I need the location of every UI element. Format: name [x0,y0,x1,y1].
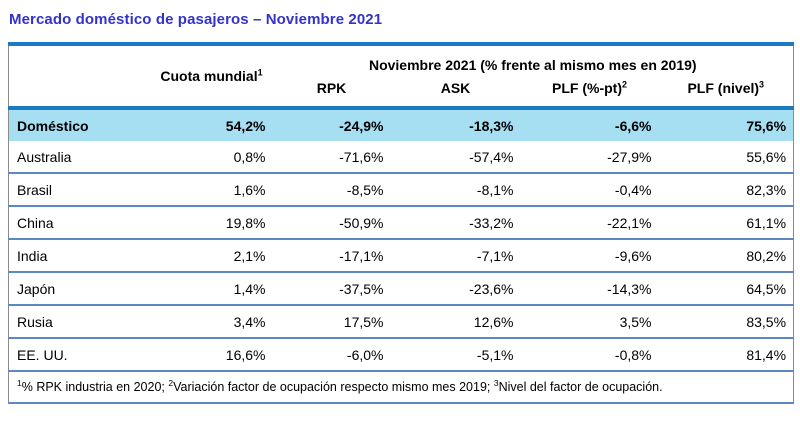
group-header-noviembre-2021: Noviembre 2021 (% frente al mismo mes en… [368,57,697,73]
cell-ask: -18,3% [390,108,521,141]
row-label: China [8,205,151,239]
cell-plf-pt: -0,8% [520,337,659,371]
row-label: Rusia [8,304,151,338]
row-label: EE. UU. [8,337,151,371]
cell-plf-pt: -0,4% [520,172,659,206]
cell-cuota: 0,8% [150,141,273,173]
cuota-header-superscript: 1 [257,67,263,78]
column-header-rpk: RPK [272,74,391,110]
cell-ask: 12,6% [390,304,521,338]
cell-rpk: -6,0% [272,337,391,371]
table-header: Cuota mundial1 Noviembre 2021 (% frente … [8,44,794,110]
row-label: India [8,238,151,272]
table-body: Doméstico 54,2% -24,9% -18,3% -6,6% 75,6… [8,108,794,371]
cell-cuota: 1,4% [150,271,273,305]
cell-plf-nivel: 81,4% [658,337,794,371]
table-row-rusia: Rusia 3,4% 17,5% 12,6% 3,5% 83,5% [8,304,794,338]
row-label: Doméstico [8,108,151,141]
footnote-row: 1% RPK industria en 2020; 2Variación fac… [8,370,794,403]
table-footer: 1% RPK industria en 2020; 2Variación fac… [8,370,794,403]
cell-plf-pt: -14,3% [520,271,659,305]
cell-plf-nivel: 64,5% [658,271,794,305]
cell-ask: -7,1% [390,238,521,272]
footnote-superscript-2: 2 [168,377,174,388]
footnote-text-2: Variación factor de ocupación respecto m… [173,380,494,394]
cell-plf-nivel: 82,3% [658,172,794,206]
cell-plf-pt: -22,1% [520,205,659,239]
cell-rpk: -24,9% [272,108,391,141]
cell-plf-nivel: 80,2% [658,238,794,272]
footnote-text-3: Nivel del factor de ocupación. [498,380,663,394]
cell-rpk: -17,1% [272,238,391,272]
cell-cuota: 19,8% [150,205,273,239]
column-header-plf-nivel: PLF (nivel)3 [658,74,794,110]
cell-plf-pt: -9,6% [520,238,659,272]
footnote-superscript-1: 1 [17,377,22,388]
cell-ask: -33,2% [390,205,521,239]
cell-rpk: 17,5% [272,304,391,338]
table-row-india: India 2,1% -17,1% -7,1% -9,6% 80,2% [8,238,794,272]
table-row-eeuu: EE. UU. 16,6% -6,0% -5,1% -0,8% 81,4% [8,337,794,371]
cell-ask: -8,1% [390,172,521,206]
cell-rpk: -8,5% [272,172,391,206]
table-row-japon: Japón 1,4% -37,5% -23,6% -14,3% 64,5% [8,271,794,305]
table-row-china: China 19,8% -50,9% -33,2% -22,1% 61,1% [8,205,794,239]
cell-plf-pt: -27,9% [520,141,659,173]
page-title: Mercado doméstico de pasajeros – Noviemb… [9,11,383,28]
footnote-text-1: % RPK industria en 2020; [21,380,169,394]
corner-cell [8,44,151,110]
row-label: Japón [8,271,151,305]
cell-cuota: 16,6% [150,337,273,371]
cell-cuota: 2,1% [150,238,273,272]
row-label: Australia [8,141,151,173]
row-label: Brasil [8,172,151,206]
table-row-domestico: Doméstico 54,2% -24,9% -18,3% -6,6% 75,6… [8,108,794,141]
cell-plf-pt: 3,5% [520,304,659,338]
cuota-header-label: Cuota mundial [160,68,258,84]
cell-plf-nivel: 75,6% [658,108,794,141]
cell-plf-nivel: 61,1% [658,205,794,239]
cell-rpk: -71,6% [272,141,391,173]
column-header-ask: ASK [390,74,521,110]
cell-ask: -23,6% [390,271,521,305]
cell-ask: -5,1% [390,337,521,371]
column-header-plf-pt: PLF (%-pt)2 [520,74,659,110]
table-row-australia: Australia 0,8% -71,6% -57,4% -27,9% 55,6… [8,141,794,173]
domestic-passenger-market-table: Cuota mundial1 Noviembre 2021 (% frente … [8,42,795,404]
report-page: Mercado doméstico de pasajeros – Noviemb… [8,11,795,404]
cell-cuota: 3,4% [150,304,273,338]
cell-cuota: 54,2% [150,108,273,141]
footnote: 1% RPK industria en 2020; 2Variación fac… [8,370,794,403]
cell-plf-nivel: 83,5% [658,304,794,338]
column-header-cuota-mundial: Cuota mundial1 [150,44,273,110]
cell-plf-pt: -6,6% [520,108,659,141]
cell-rpk: -50,9% [272,205,391,239]
table-row-brasil: Brasil 1,6% -8,5% -8,1% -0,4% 82,3% [8,172,794,206]
cell-cuota: 1,6% [150,172,273,206]
footnote-superscript-3: 3 [493,377,499,388]
cell-plf-nivel: 55,6% [658,141,794,173]
cell-ask: -57,4% [390,141,521,173]
cell-rpk: -37,5% [272,271,391,305]
